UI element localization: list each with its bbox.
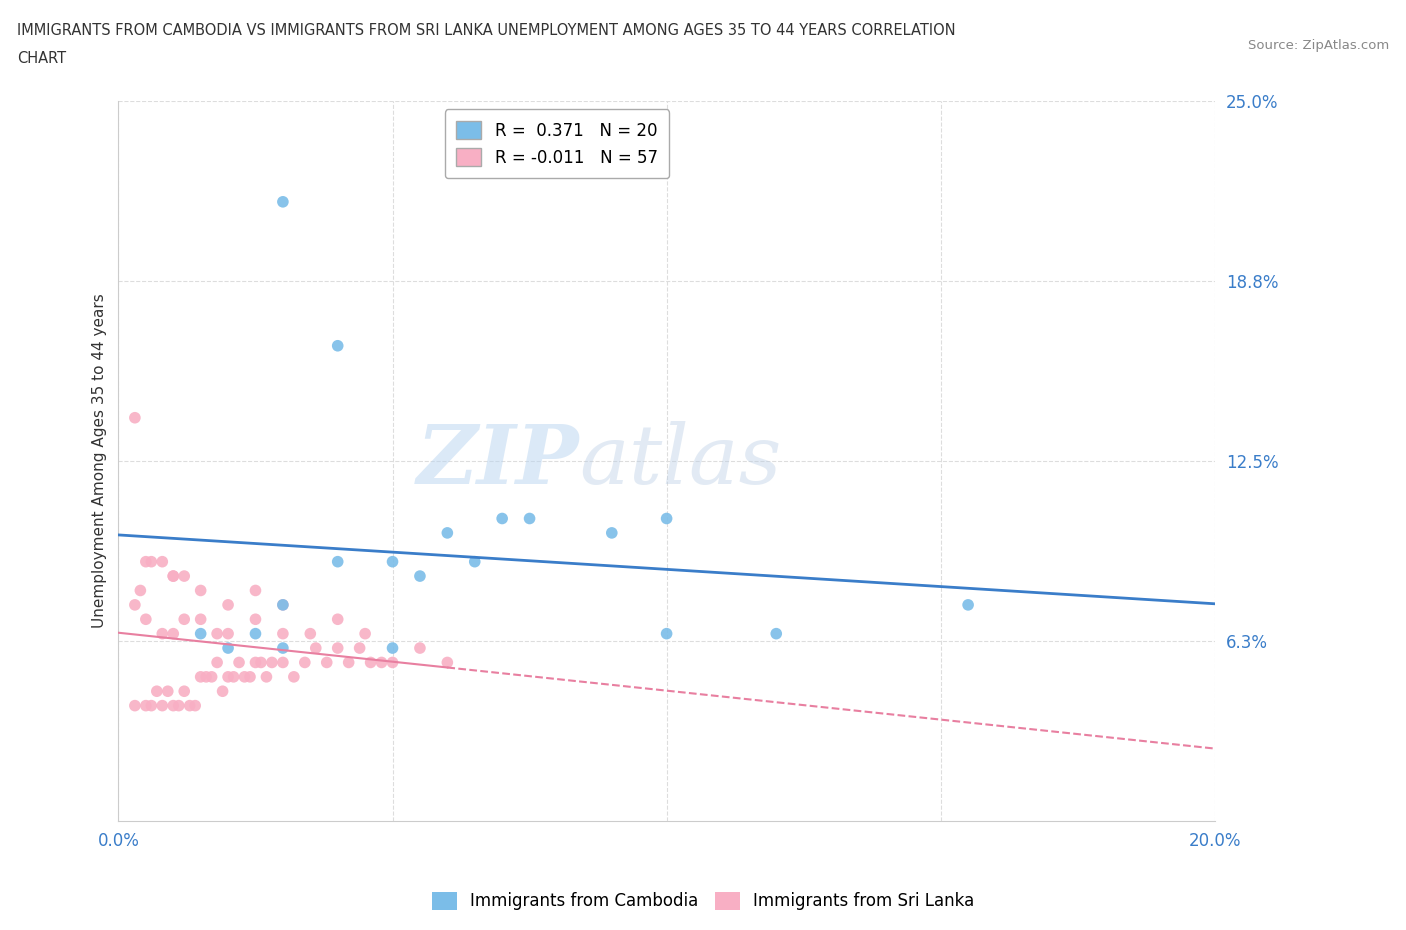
Point: [190, 612, 212, 627]
Point: [217, 670, 239, 684]
Point: [135, 698, 157, 713]
Point: [326, 339, 349, 353]
Point: [381, 641, 404, 656]
Point: [271, 626, 294, 641]
Text: IMMIGRANTS FROM CAMBODIA VS IMMIGRANTS FROM SRI LANKA UNEMPLOYMENT AMONG AGES 35: IMMIGRANTS FROM CAMBODIA VS IMMIGRANTS F…: [17, 23, 956, 38]
Point: [283, 670, 305, 684]
Point: [190, 670, 212, 684]
Point: [271, 597, 294, 612]
Point: [271, 597, 294, 612]
Point: [124, 597, 146, 612]
Point: [162, 698, 184, 713]
Point: [271, 194, 294, 209]
Point: [173, 684, 195, 698]
Point: [260, 655, 283, 670]
Point: [211, 684, 233, 698]
Point: [436, 655, 458, 670]
Point: [190, 626, 212, 641]
Point: [217, 641, 239, 656]
Text: Source: ZipAtlas.com: Source: ZipAtlas.com: [1249, 39, 1389, 52]
Point: [124, 410, 146, 425]
Point: [337, 655, 360, 670]
Point: [173, 612, 195, 627]
Point: [315, 655, 337, 670]
Point: [167, 698, 190, 713]
Point: [354, 626, 377, 641]
Point: [205, 626, 228, 641]
Point: [233, 670, 256, 684]
Point: [184, 698, 207, 713]
Point: [162, 568, 184, 583]
Point: [326, 641, 349, 656]
Point: [173, 568, 195, 583]
Point: [141, 698, 163, 713]
Point: [245, 583, 267, 598]
Point: [436, 525, 458, 540]
Point: [409, 641, 432, 656]
Point: [217, 597, 239, 612]
Point: [150, 554, 173, 569]
Point: [245, 626, 267, 641]
Point: [156, 684, 179, 698]
Point: [245, 655, 267, 670]
Point: [349, 641, 371, 656]
Point: [217, 626, 239, 641]
Point: [655, 512, 678, 526]
Point: [162, 626, 184, 641]
Point: [195, 670, 218, 684]
Legend: Immigrants from Cambodia, Immigrants from Sri Lanka: Immigrants from Cambodia, Immigrants fro…: [425, 885, 981, 917]
Point: [162, 568, 184, 583]
Point: [124, 698, 146, 713]
Point: [381, 554, 404, 569]
Point: [326, 612, 349, 627]
Point: [765, 626, 787, 641]
Point: [464, 554, 486, 569]
Point: [146, 684, 169, 698]
Point: [271, 655, 294, 670]
Point: [256, 670, 278, 684]
Point: [239, 670, 262, 684]
Point: [299, 626, 322, 641]
Y-axis label: Unemployment Among Ages 35 to 44 years: Unemployment Among Ages 35 to 44 years: [93, 294, 107, 629]
Text: ZIP: ZIP: [416, 421, 579, 501]
Point: [250, 655, 273, 670]
Point: [360, 655, 382, 670]
Point: [370, 655, 392, 670]
Point: [228, 655, 250, 670]
Point: [519, 512, 541, 526]
Point: [409, 568, 432, 583]
Point: [205, 655, 228, 670]
Point: [201, 670, 224, 684]
Point: [222, 670, 245, 684]
Point: [135, 554, 157, 569]
Point: [135, 612, 157, 627]
Point: [141, 554, 163, 569]
Point: [129, 583, 152, 598]
Text: CHART: CHART: [17, 51, 66, 66]
Point: [655, 626, 678, 641]
Point: [271, 641, 294, 656]
Point: [294, 655, 316, 670]
Point: [600, 525, 623, 540]
Point: [150, 698, 173, 713]
Point: [491, 512, 513, 526]
Point: [179, 698, 201, 713]
Point: [381, 655, 404, 670]
Legend: R =  0.371   N = 20, R = -0.011   N = 57: R = 0.371 N = 20, R = -0.011 N = 57: [444, 110, 669, 179]
Point: [957, 597, 980, 612]
Text: atlas: atlas: [579, 421, 782, 501]
Point: [305, 641, 328, 656]
Point: [245, 612, 267, 627]
Point: [326, 554, 349, 569]
Point: [190, 583, 212, 598]
Point: [150, 626, 173, 641]
